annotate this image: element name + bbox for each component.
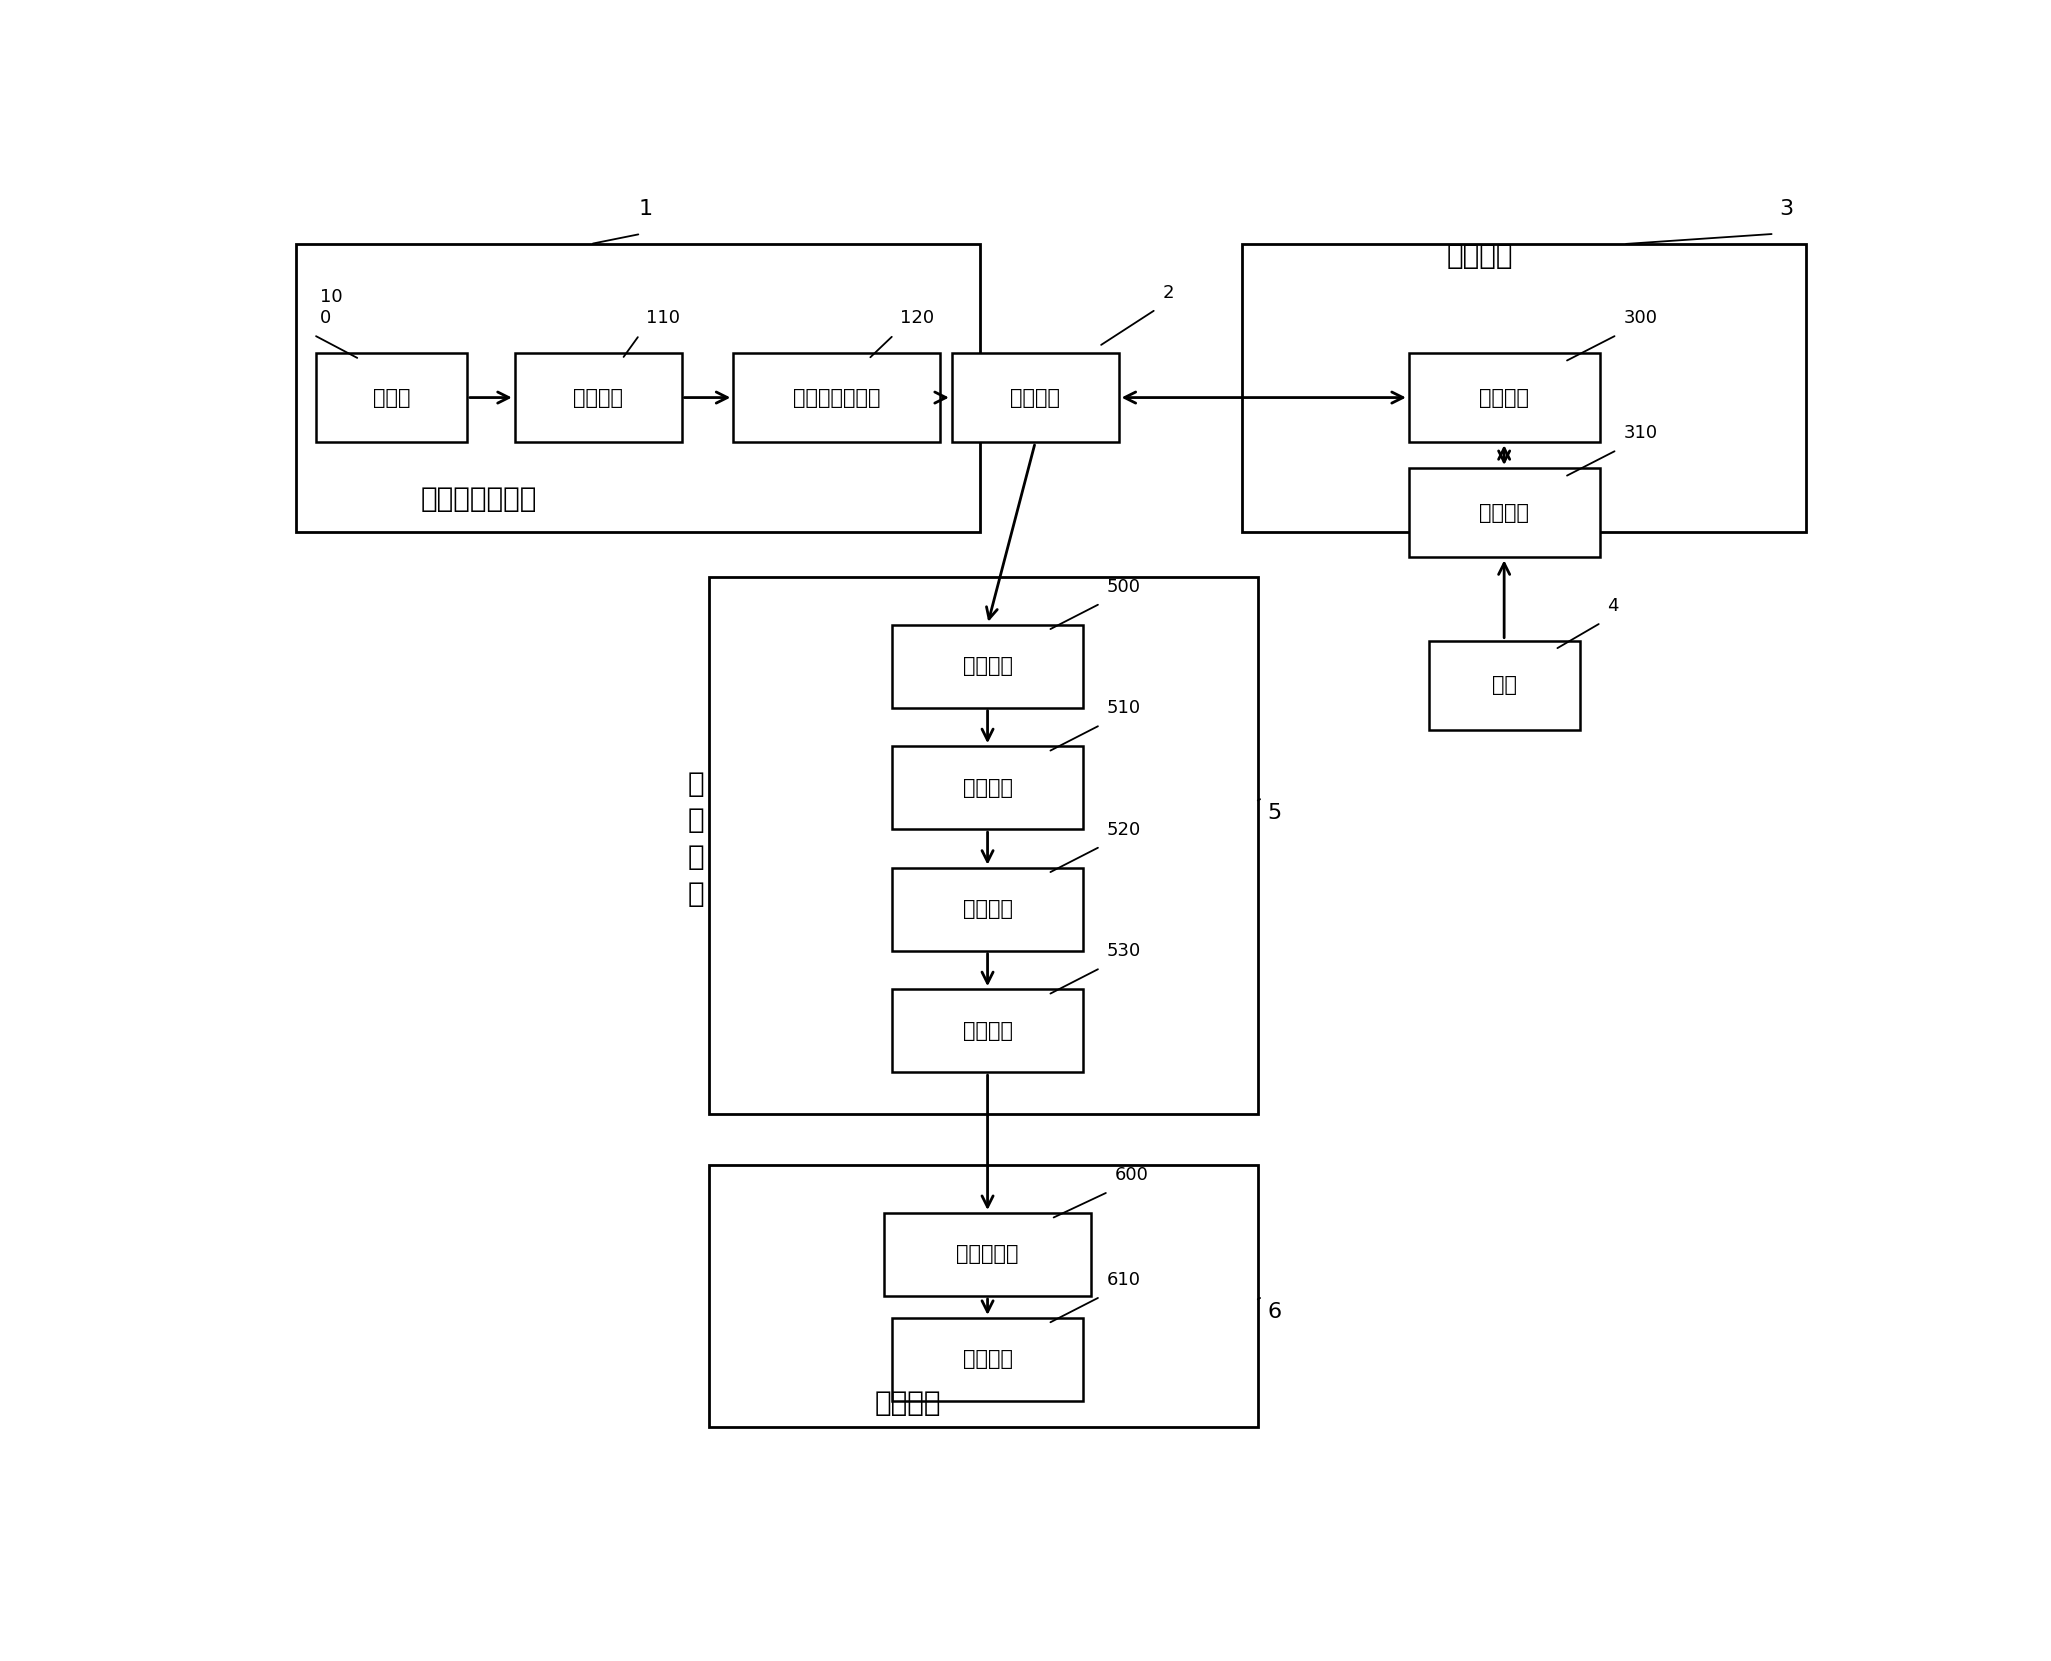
Text: 3: 3 <box>1778 199 1793 219</box>
Bar <box>1409 352 1600 442</box>
Text: 线光束变换装置: 线光束变换装置 <box>794 387 880 407</box>
Text: 柱面透镜: 柱面透镜 <box>962 777 1013 797</box>
Text: 2: 2 <box>1163 284 1173 302</box>
Bar <box>515 352 681 442</box>
Text: 610: 610 <box>1108 1271 1140 1289</box>
Text: 530: 530 <box>1108 942 1140 960</box>
Text: 分光模块: 分光模块 <box>1011 387 1060 407</box>
Text: 照明物镜: 照明物镜 <box>1479 503 1530 523</box>
Text: 输出装置: 输出装置 <box>962 1349 1013 1369</box>
Text: 600: 600 <box>1116 1166 1149 1184</box>
Bar <box>952 352 1118 442</box>
Bar <box>1430 641 1579 731</box>
Bar <box>295 244 980 532</box>
Bar <box>1409 468 1600 558</box>
Text: 300: 300 <box>1624 309 1657 327</box>
Bar <box>316 352 468 442</box>
Text: 线探测器: 线探测器 <box>962 1020 1013 1041</box>
Text: 10
0: 10 0 <box>320 289 343 327</box>
Text: 共焦狭缝: 共焦狭缝 <box>962 899 1013 919</box>
Bar <box>892 1317 1083 1400</box>
Bar <box>884 1213 1091 1296</box>
Text: 500: 500 <box>1108 578 1140 596</box>
Text: 4: 4 <box>1608 596 1618 615</box>
Bar <box>734 352 939 442</box>
Text: 5: 5 <box>1268 804 1282 824</box>
Text: 110: 110 <box>646 309 679 327</box>
Bar <box>892 988 1083 1073</box>
Text: 成像物镜: 成像物镜 <box>962 656 1013 676</box>
Text: 扫描振镜: 扫描振镜 <box>1479 387 1530 407</box>
Text: 1: 1 <box>638 199 652 219</box>
Bar <box>892 867 1083 950</box>
Bar <box>710 1164 1257 1427</box>
Text: 310: 310 <box>1624 424 1657 442</box>
Text: 120: 120 <box>900 309 935 327</box>
Bar <box>892 746 1083 829</box>
Text: 图像采集卡: 图像采集卡 <box>956 1244 1019 1264</box>
Text: 510: 510 <box>1108 699 1140 718</box>
Text: 成
像
模
块: 成 像 模 块 <box>687 769 706 909</box>
Text: 准直装置: 准直装置 <box>572 387 624 407</box>
Text: 点光源: 点光源 <box>373 387 410 407</box>
Bar <box>892 625 1083 708</box>
Bar <box>1243 244 1807 532</box>
Text: 人眼: 人眼 <box>1491 676 1516 696</box>
Text: 输出模块: 输出模块 <box>876 1389 941 1417</box>
Text: 6: 6 <box>1268 1302 1282 1322</box>
Text: 线光束生成模块: 线光束生成模块 <box>420 485 537 513</box>
Bar <box>710 576 1257 1115</box>
Text: 扫描模块: 扫描模块 <box>1448 241 1514 269</box>
Text: 520: 520 <box>1108 821 1140 839</box>
